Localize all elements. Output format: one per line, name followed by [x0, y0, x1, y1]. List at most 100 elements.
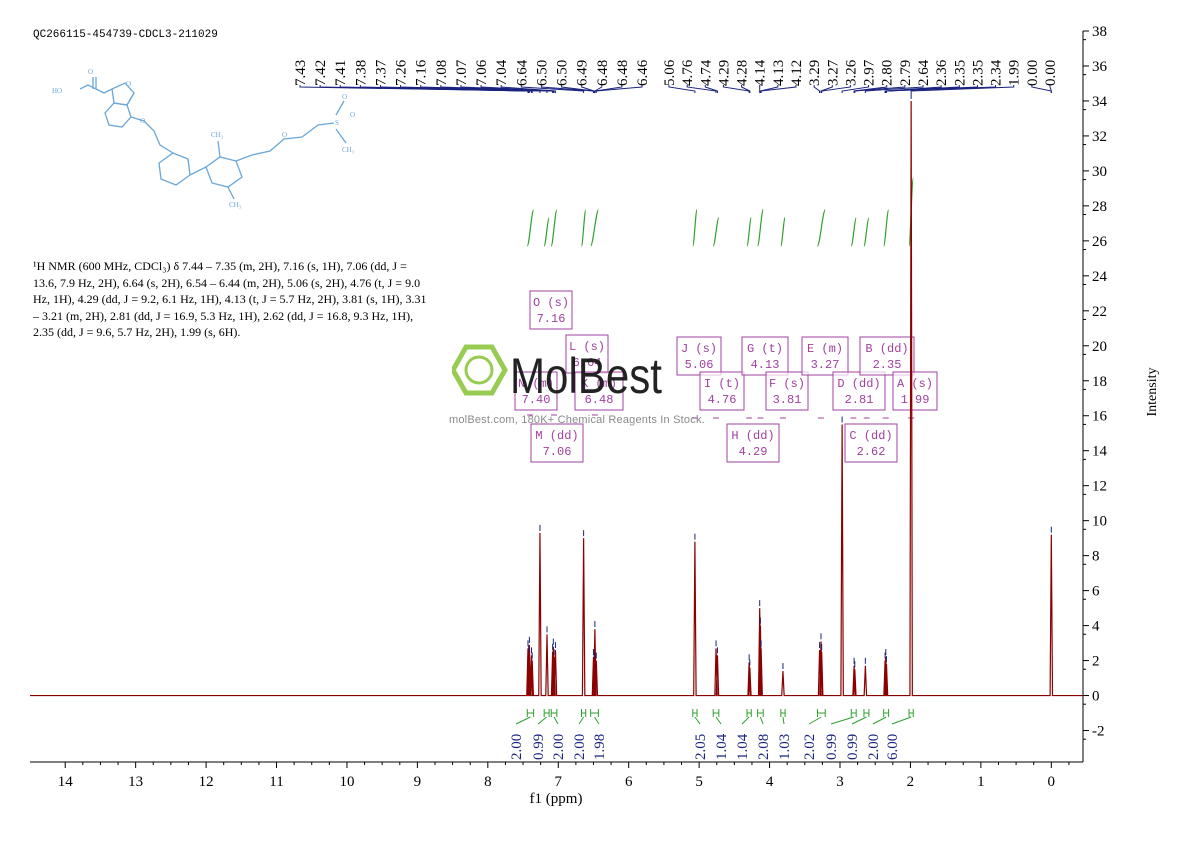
peak-group2-label: 0.00 — [1043, 60, 1059, 86]
multiplet-box: O (s) 7.16 — [529, 290, 573, 330]
multiplet-box: B (dd) 2.35 — [859, 336, 915, 376]
multiplet-box: J (s) 5.06 — [676, 336, 722, 376]
peak-group1-connector — [581, 85, 595, 93]
peak-group2-connector — [885, 85, 997, 93]
peak-group2-connector — [759, 85, 779, 93]
integral-curve — [816, 209, 826, 247]
x-tick-label: 14 — [58, 774, 74, 790]
structure-o-label: O — [88, 68, 93, 76]
peak-group2-label: 3.27 — [825, 59, 841, 86]
integral-connector — [741, 716, 750, 725]
peak-group2-connector — [864, 85, 924, 93]
integral-connector — [830, 716, 854, 725]
peak-group2-connector — [854, 85, 906, 93]
y-tick-label: 28 — [1092, 199, 1107, 215]
structure-o-ring: O — [126, 80, 131, 88]
integral-connector — [715, 716, 722, 725]
structure-s-label: S — [335, 119, 339, 127]
multiplet-shift: 7.06 — [543, 445, 572, 459]
peak-group2-connector — [821, 85, 851, 93]
peak-group2-label: 3.29 — [807, 60, 823, 86]
integral-curve — [883, 209, 890, 247]
spectrum-trace — [30, 100, 1083, 697]
multiplet-box-frame — [765, 371, 809, 411]
structure-so-2: O — [350, 111, 355, 119]
y-tick-label: -2 — [1092, 724, 1105, 740]
y-tick-label: 2 — [1092, 654, 1100, 670]
x-tick-label: 0 — [1048, 774, 1056, 790]
integral-connector — [782, 716, 785, 725]
peak-group1-label: 7.04 — [494, 59, 510, 86]
multiplet-box-frame — [565, 334, 609, 374]
multiplet-box-frame — [844, 423, 898, 463]
multiplet-letter: D (dd) — [837, 377, 880, 391]
watermark-tagline: molBest.com, 180K+ Chemical Reagents In … — [449, 414, 705, 426]
peak-group1-label: 7.38 — [353, 60, 369, 86]
integral-connector — [694, 716, 701, 725]
integral-curve — [850, 217, 857, 247]
y-tick-label: 16 — [1092, 409, 1108, 425]
integral-curve — [712, 217, 720, 247]
molbest-logo: MolBest — [452, 344, 662, 403]
integral-value: 0.99 — [531, 734, 547, 760]
peak-group2-label: 2.36 — [934, 59, 950, 86]
x-tick-label: 7 — [555, 774, 563, 790]
multiplet-letter: I (t) — [704, 377, 740, 391]
y-tick-label: 14 — [1092, 444, 1108, 460]
peak-group2-connector — [668, 85, 696, 93]
integral-connector — [891, 716, 912, 725]
peak-group2-connector — [686, 85, 717, 93]
peak-group1-label: 7.08 — [434, 60, 450, 86]
peak-group1-label: 7.43 — [293, 60, 309, 86]
multiplet-shift: 6.64 — [573, 356, 602, 370]
peak-group2-label: 2.64 — [916, 59, 932, 86]
peak-group2-label: 1.99 — [1007, 60, 1023, 86]
multiplet-letter: A (s) — [897, 377, 933, 391]
peak-group2-label: 3.26 — [843, 59, 859, 86]
integral-curve — [692, 209, 698, 247]
peak-group2-connector — [760, 85, 797, 93]
multiplet-shift: 2.62 — [857, 445, 886, 459]
multiplet-box-frame — [676, 336, 722, 376]
multiplet-shift: 7.40 — [522, 393, 551, 407]
integral-connector — [759, 716, 764, 725]
integral-value: 2.00 — [866, 734, 882, 760]
x-tick-label: 4 — [766, 774, 774, 790]
integral-value: 0.99 — [845, 734, 861, 760]
integral-value: 2.00 — [551, 734, 567, 760]
y-tick-label: 36 — [1092, 59, 1108, 75]
integral-value: 0.99 — [824, 734, 840, 760]
integral-value: 1.04 — [714, 733, 730, 760]
structure-o-propyl: O — [282, 131, 287, 139]
logo-hexagon-icon — [452, 344, 508, 396]
y-tick-label: 8 — [1092, 549, 1100, 565]
multiplet-letter: G (t) — [747, 342, 783, 356]
x-tick-label: 12 — [199, 774, 214, 790]
x-tick-label: 10 — [339, 774, 354, 790]
y-tick-label: 0 — [1092, 689, 1100, 705]
structure-so-1: O — [342, 93, 347, 101]
multiplet-letter: M (dd) — [535, 429, 578, 443]
peak-group2-label: 2.35 — [970, 60, 986, 86]
multiplet-shift: 4.13 — [751, 358, 780, 372]
peak-group2-label: 2.80 — [880, 60, 896, 86]
multiplet-box: C (dd) 2.62 — [844, 423, 898, 463]
peak-group1-label: 7.16 — [414, 59, 430, 86]
integral-curves — [515, 177, 915, 725]
multiplet-box: M (dd) 7.06 — [530, 423, 584, 463]
peak-group2-label: 2.79 — [898, 60, 914, 86]
multiplet-shift: 1.99 — [901, 393, 930, 407]
multiplet-shift: 2.81 — [845, 393, 874, 407]
peak-group1-label: 7.06 — [474, 59, 490, 86]
multiplet-box-frame — [832, 371, 886, 411]
multiplet-box: G (t) 4.13 — [741, 336, 789, 376]
peak-group1-connector — [520, 85, 585, 93]
peak-group1-label: 7.41 — [333, 60, 349, 86]
integral-value: 1.98 — [592, 734, 608, 760]
integral-curve — [780, 217, 786, 247]
peak-group2-connector — [853, 85, 888, 93]
x-tick-label: 9 — [414, 774, 422, 790]
integral-curve — [543, 217, 550, 247]
y-tick-label: 24 — [1092, 269, 1108, 285]
y-tick-label: 12 — [1092, 479, 1107, 495]
